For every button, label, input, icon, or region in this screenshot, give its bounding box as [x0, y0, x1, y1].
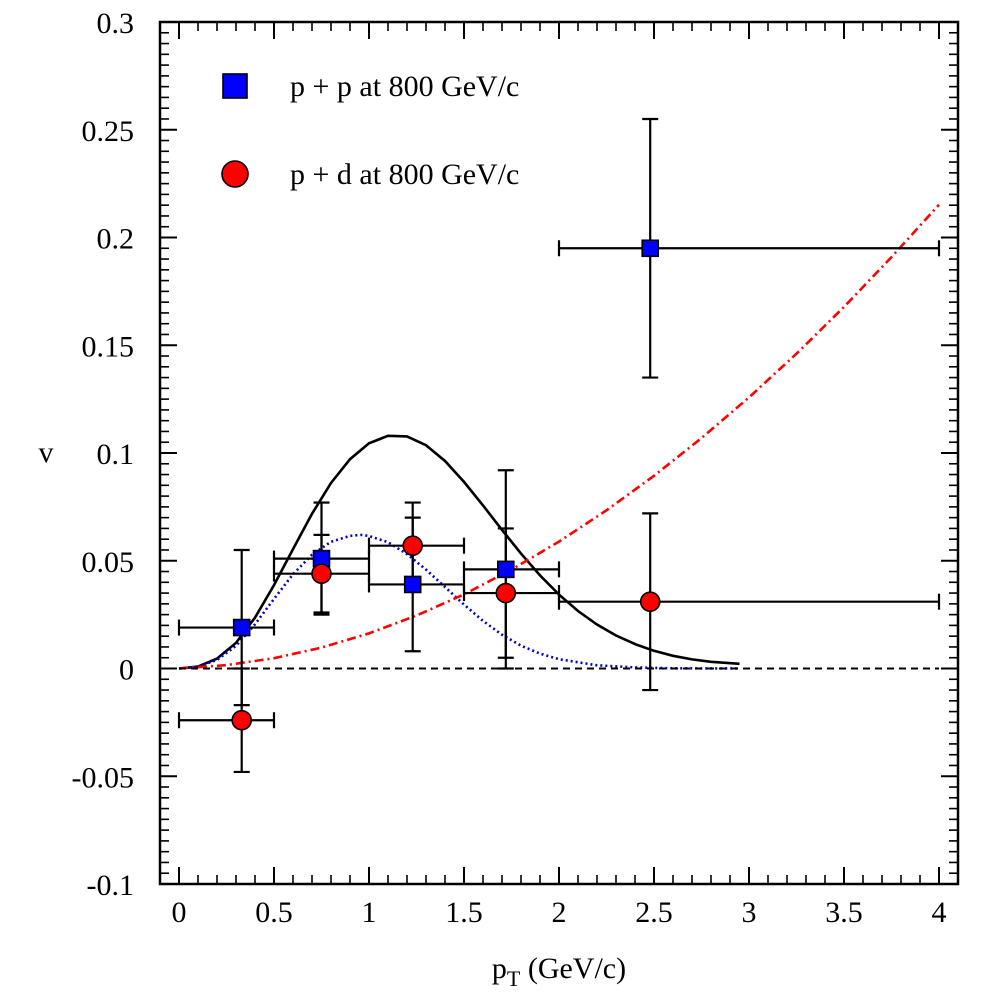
- x-axis-label-sub: T: [507, 966, 521, 991]
- y-tick-label: 0.05: [82, 546, 135, 579]
- x-axis-label: pT (GeV/c): [492, 952, 626, 991]
- legend: p + p at 800 GeV/c p + d at 800 GeV/c: [221, 70, 519, 191]
- legend-marker-square: [222, 73, 248, 99]
- curve-dotted: [178, 533, 740, 670]
- ticks-layer: [159, 21, 959, 885]
- data-point-square: [232, 618, 251, 637]
- y-tick-label: 0.25: [82, 115, 135, 148]
- x-tick-label: 3.5: [825, 896, 863, 929]
- x-tick-label: 4: [932, 896, 947, 929]
- y-tick-label: -0.05: [72, 761, 135, 794]
- legend-label: p + p at 800 GeV/c: [290, 70, 519, 103]
- legend-marker-circle: [221, 160, 249, 188]
- data-point-circle: [402, 535, 424, 556]
- data-point-circle: [639, 591, 661, 612]
- x-axis-label-rest: (GeV/c): [520, 952, 626, 985]
- data-point-circle: [311, 563, 332, 584]
- markers-layer: [231, 239, 661, 731]
- y-tick-label: 0.2: [97, 223, 135, 256]
- x-tick-label: 2: [552, 896, 567, 929]
- data-point-circle: [495, 582, 517, 604]
- curves-layer: [178, 203, 940, 670]
- y-tick-label: 0: [119, 654, 134, 687]
- data-point-square: [403, 575, 422, 594]
- data-point-square: [641, 239, 660, 258]
- y-tick-label: 0.15: [82, 330, 135, 363]
- x-tick-label: 3: [742, 896, 757, 929]
- x-tick-label: 0: [172, 896, 187, 929]
- tick-labels-layer: 0 0.5 1 1.5 2 2.5 3 3.5 4 -0.1 -0.05 0 0.05 0.1 0.15 0.…: [72, 7, 947, 929]
- x-tick-label: 0.5: [255, 896, 293, 929]
- y-tick-label: 0.3: [97, 7, 135, 40]
- y-tick-label: 0.1: [97, 438, 135, 471]
- curve-solid: [178, 434, 740, 670]
- x-tick-label: 2.5: [635, 896, 673, 929]
- x-axis-label-main: p: [492, 952, 507, 985]
- data-point-square: [496, 560, 515, 579]
- x-tick-label: 1.5: [445, 896, 483, 929]
- y-tick-label: -0.1: [87, 869, 135, 902]
- x-tick-label: 1: [362, 896, 377, 929]
- data-point-circle: [231, 709, 252, 731]
- curve-dash-dot: [178, 203, 940, 670]
- legend-label: p + d at 800 GeV/c: [290, 158, 519, 191]
- y-axis-label: v: [39, 436, 54, 469]
